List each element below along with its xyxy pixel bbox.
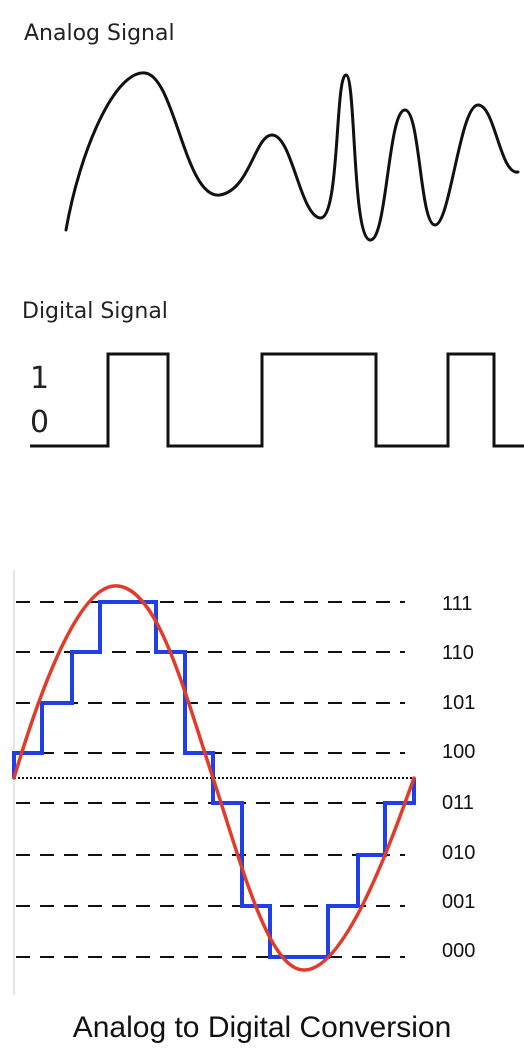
digital-signal-title: Digital Signal [22,299,168,324]
code-label-000: 000 [442,940,475,962]
analog-waveform [64,71,520,242]
code-label-101: 101 [442,692,475,714]
code-label-111: 111 [442,593,472,615]
code-label-011: 011 [442,792,474,814]
adc-diagram: 111 110 101 100 011 010 001 000 [12,570,475,995]
adc-caption: Analog to Digital Conversion [73,1011,452,1044]
analog-sine-wave [12,584,416,972]
digital-waveform [30,352,524,448]
code-label-010: 010 [442,842,475,864]
analog-signal-title: Analog Signal [24,21,175,46]
code-label-001: 001 [442,891,475,913]
digital-level-low-label: 0 [30,405,49,440]
code-label-100: 100 [442,741,475,763]
digital-level-high-label: 1 [30,361,49,396]
code-label-110: 110 [442,642,474,664]
quantization-levels [16,601,405,958]
